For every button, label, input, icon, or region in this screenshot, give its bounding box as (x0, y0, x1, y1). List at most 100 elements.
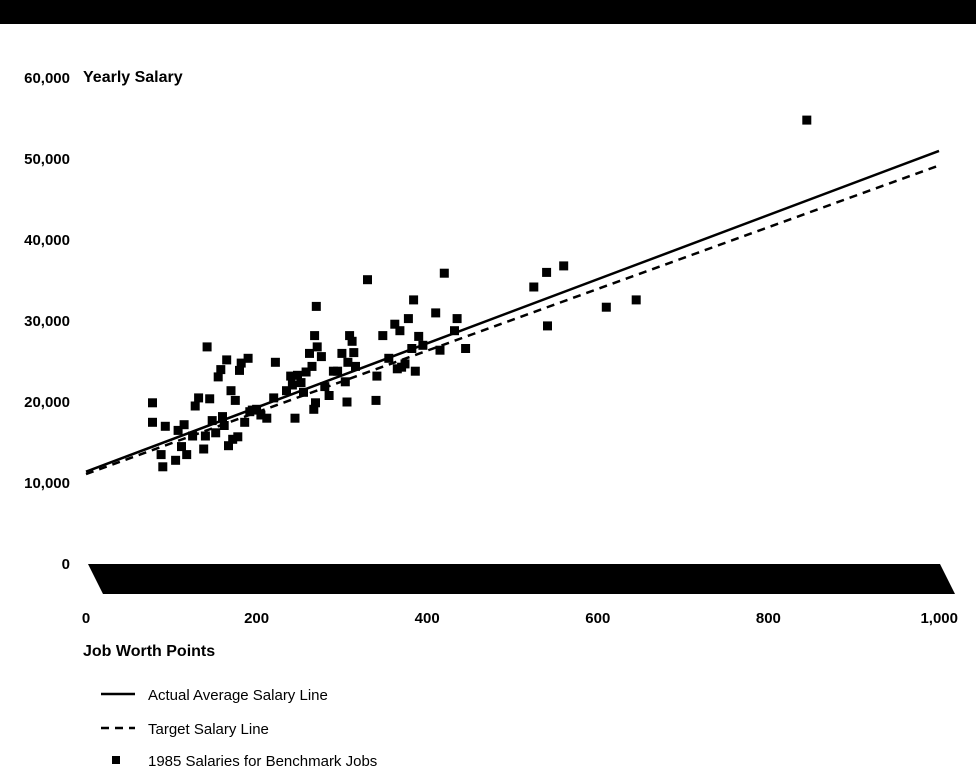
benchmark-job-point (252, 404, 262, 414)
benchmark-job-point (343, 357, 353, 367)
benchmark-job-point (601, 302, 611, 312)
benchmark-job-point (286, 371, 296, 381)
benchmark-job-point (240, 417, 250, 427)
benchmark-job-point (378, 331, 388, 341)
benchmark-job-point (450, 326, 459, 336)
benchmark-job-point (345, 331, 355, 341)
benchmark-job-point (316, 352, 326, 362)
benchmark-job-point (390, 319, 400, 329)
benchmark-job-point (400, 359, 410, 369)
benchmark-job-point (218, 412, 227, 422)
benchmark-job-point (312, 342, 322, 352)
benchmark-job-point (216, 365, 226, 375)
benchmark-job-point (282, 386, 291, 396)
x-axis-title: Job Worth Points (83, 643, 215, 660)
benchmark-job-point (235, 365, 244, 375)
benchmark-job-point (262, 413, 272, 423)
benchmark-job-point (452, 314, 462, 324)
fit-lines (85, 149, 940, 476)
benchmark-job-point (414, 331, 424, 341)
benchmark-job-point (431, 308, 441, 318)
legend-label-benchmark-points: 1985 Salaries for Benchmark Jobs (148, 753, 377, 770)
benchmark-job-point (403, 314, 413, 324)
benchmark-job-point (290, 413, 300, 423)
benchmark-job-point (342, 397, 352, 407)
benchmark-job-point (333, 366, 343, 376)
y-axis-tick-labels: 0 10,000 20,000 30,000 40,000 50,000 60,000 (24, 70, 70, 573)
benchmark-job-point (230, 395, 240, 405)
benchmark-job-point (270, 357, 280, 367)
benchmark-job-point (395, 326, 405, 336)
benchmark-job-point (409, 295, 419, 305)
legend: Actual Average Salary Line Target Salary… (101, 687, 377, 770)
legend-label-actual-line: Actual Average Salary Line (148, 687, 328, 704)
legend-label-target-line: Target Salary Line (148, 721, 269, 738)
benchmark-job-point (311, 301, 321, 311)
benchmark-job-point (340, 377, 350, 387)
benchmark-job-point (202, 342, 212, 352)
x-axis-tick-labels: 0 200 400 600 800 1,000 (82, 610, 958, 627)
benchmark-job-point (219, 421, 229, 430)
benchmark-job-point (188, 431, 198, 441)
benchmark-job-point (293, 370, 302, 380)
benchmark-job-point (224, 441, 233, 451)
benchmark-job-point (243, 353, 253, 363)
benchmark-job-point (349, 348, 359, 358)
benchmark-job-point (199, 444, 209, 454)
x-tick-label: 0 (82, 610, 90, 627)
benchmark-job-point (236, 358, 246, 368)
benchmark-job-point (173, 425, 183, 435)
y-tick-label: 10,000 (24, 475, 70, 492)
benchmark-job-point (305, 348, 314, 358)
y-tick-label: 50,000 (24, 151, 70, 168)
benchmark-job-point (213, 372, 223, 382)
benchmark-job-point (226, 386, 236, 396)
benchmark-job-point (529, 282, 539, 292)
x-tick-label: 200 (244, 610, 269, 627)
benchmark-job-point (222, 355, 232, 365)
benchmark-job-point (351, 361, 360, 371)
benchmark-job-point (311, 398, 320, 408)
y-axis-title: Yearly Salary (83, 69, 183, 86)
benchmark-job-point (158, 462, 168, 472)
benchmark-job-point (299, 387, 308, 397)
y-tick-label: 20,000 (24, 394, 70, 411)
legend-swatch-square-marker (112, 756, 120, 764)
benchmark-job-point (160, 421, 170, 431)
x-tick-label: 600 (585, 610, 610, 627)
top-border-bar (0, 0, 976, 24)
benchmark-job-point (190, 401, 200, 411)
benchmark-job-point (363, 275, 372, 285)
benchmark-job-point (228, 434, 238, 444)
benchmark-job-point (205, 394, 215, 404)
benchmark-job-point (179, 420, 189, 430)
target-salary-line (85, 164, 940, 476)
x-axis-band (88, 564, 955, 594)
benchmark-job-point (802, 115, 812, 125)
benchmark-job-point (371, 395, 381, 405)
benchmark-job-point (307, 361, 317, 371)
benchmark-job-point (320, 382, 330, 392)
benchmark-job-point (194, 393, 204, 403)
benchmark-job-point (182, 450, 192, 460)
x-tick-label: 800 (756, 610, 781, 627)
benchmark-job-point (559, 261, 569, 271)
benchmark-job-point (269, 393, 279, 403)
benchmark-job-point (337, 348, 347, 358)
benchmark-job-point (148, 398, 157, 408)
y-tick-label: 0 (62, 556, 70, 573)
benchmark-job-point (418, 340, 428, 350)
benchmark-job-point (324, 391, 334, 400)
y-tick-label: 30,000 (24, 313, 70, 330)
y-tick-label: 40,000 (24, 232, 70, 249)
benchmark-job-point (301, 367, 311, 377)
benchmark-job-point (200, 431, 210, 441)
benchmark-job-point (177, 442, 186, 452)
benchmark-job-point (631, 295, 641, 305)
benchmark-job-point (435, 345, 445, 355)
benchmark-job-point (296, 378, 306, 388)
benchmark-job-point (211, 428, 221, 438)
benchmark-job-point (372, 371, 382, 381)
benchmark-job-point (407, 344, 417, 353)
